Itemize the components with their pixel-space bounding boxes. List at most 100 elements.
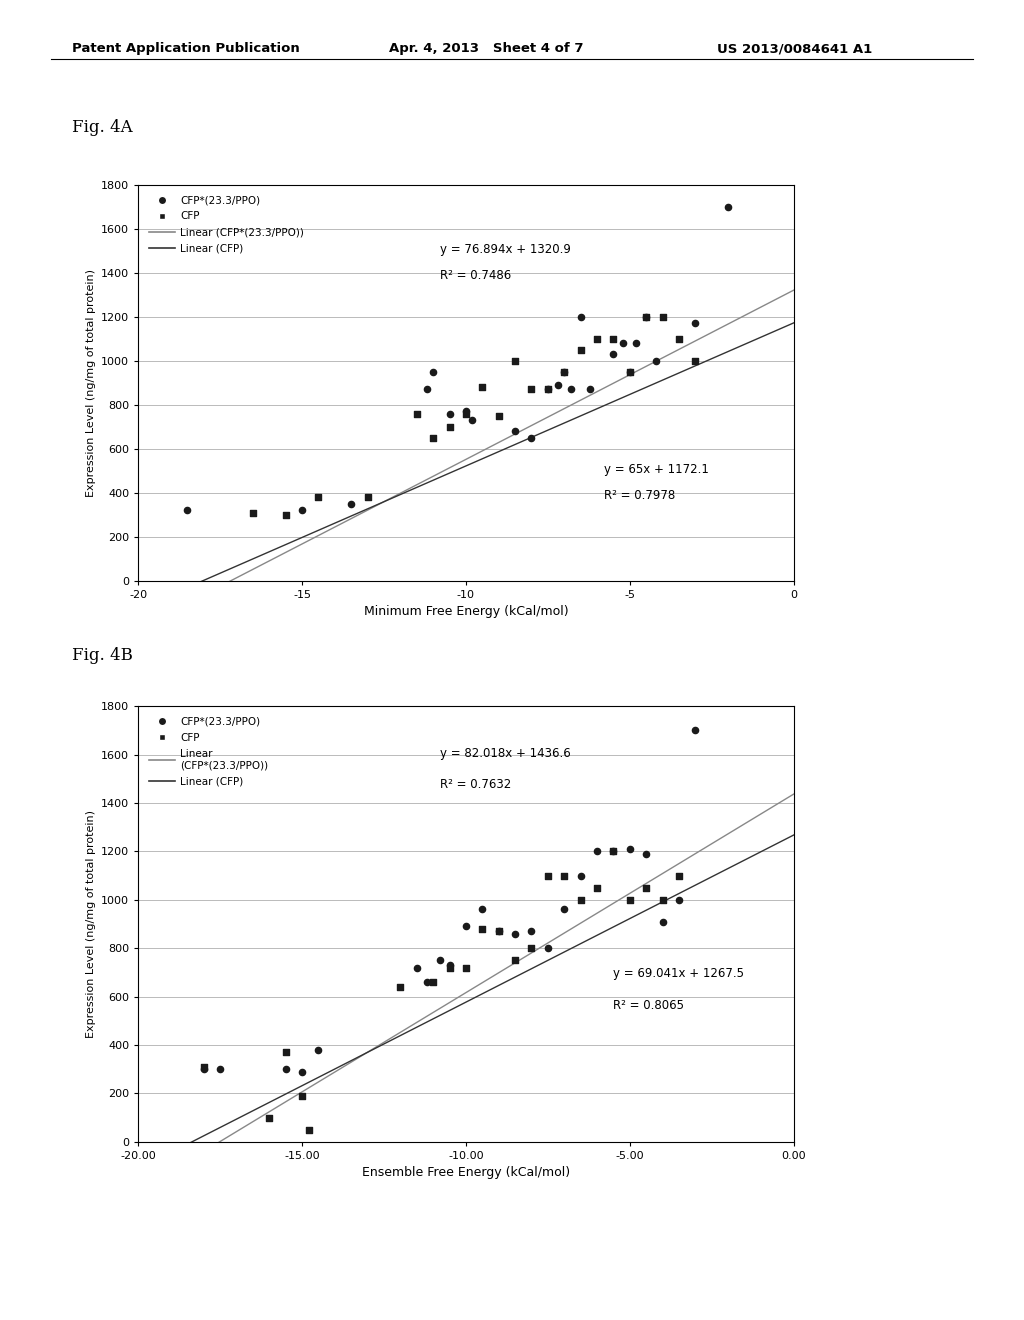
Y-axis label: Expression Level (ng/mg of total protein): Expression Level (ng/mg of total protein…	[86, 269, 95, 496]
CFP	[605, 329, 622, 350]
Text: Patent Application Publication: Patent Application Publication	[72, 42, 299, 55]
CFP	[556, 865, 572, 886]
CFP	[671, 329, 687, 350]
CFP	[638, 306, 654, 327]
CFP*(23.3/PPO)	[425, 362, 441, 383]
Text: y = 65x + 1172.1: y = 65x + 1172.1	[603, 463, 709, 477]
CFP*(23.3/PPO)	[615, 333, 632, 354]
Text: Apr. 4, 2013   Sheet 4 of 7: Apr. 4, 2013 Sheet 4 of 7	[389, 42, 584, 55]
Text: US 2013/0084641 A1: US 2013/0084641 A1	[717, 42, 872, 55]
CFP	[490, 405, 507, 426]
Text: Fig. 4A: Fig. 4A	[72, 119, 132, 136]
CFP*(23.3/PPO)	[671, 890, 687, 911]
CFP*(23.3/PPO)	[523, 428, 540, 449]
CFP	[507, 950, 523, 972]
CFP*(23.3/PPO)	[687, 719, 703, 741]
Text: y = 69.041x + 1267.5: y = 69.041x + 1267.5	[613, 968, 744, 981]
CFP*(23.3/PPO)	[540, 937, 556, 958]
CFP	[359, 487, 376, 508]
CFP	[441, 957, 458, 978]
CFP	[392, 977, 409, 998]
CFP	[605, 841, 622, 862]
CFP	[638, 876, 654, 898]
Y-axis label: Expression Level (ng/mg of total protein): Expression Level (ng/mg of total protein…	[86, 810, 95, 1038]
CFP	[474, 376, 490, 397]
CFP	[523, 937, 540, 958]
CFP	[622, 890, 638, 911]
CFP	[294, 1085, 310, 1106]
CFP	[310, 487, 327, 508]
CFP	[589, 329, 605, 350]
CFP	[425, 428, 441, 449]
Text: y = 82.018x + 1436.6: y = 82.018x + 1436.6	[439, 747, 570, 760]
CFP	[654, 306, 671, 327]
CFP*(23.3/PPO)	[605, 343, 622, 364]
CFP*(23.3/PPO)	[310, 1039, 327, 1060]
CFP	[278, 1041, 294, 1063]
CFP*(23.3/PPO)	[441, 954, 458, 975]
CFP	[523, 379, 540, 400]
CFP*(23.3/PPO)	[294, 1061, 310, 1082]
CFP*(23.3/PPO)	[507, 421, 523, 442]
CFP*(23.3/PPO)	[589, 841, 605, 862]
CFP	[654, 890, 671, 911]
CFP	[490, 921, 507, 942]
CFP*(23.3/PPO)	[419, 972, 435, 993]
X-axis label: Minimum Free Energy (kCal/mol): Minimum Free Energy (kCal/mol)	[364, 606, 568, 618]
CFP*(23.3/PPO)	[583, 379, 599, 400]
Text: R² = 0.7978: R² = 0.7978	[603, 490, 675, 503]
CFP*(23.3/PPO)	[458, 401, 474, 422]
CFP*(23.3/PPO)	[409, 957, 425, 978]
CFP	[540, 865, 556, 886]
CFP	[507, 350, 523, 371]
CFP*(23.3/PPO)	[622, 362, 638, 383]
CFP	[458, 957, 474, 978]
CFP	[300, 1119, 316, 1140]
CFP*(23.3/PPO)	[540, 379, 556, 400]
CFP*(23.3/PPO)	[419, 379, 435, 400]
CFP*(23.3/PPO)	[464, 409, 480, 430]
CFP	[572, 890, 589, 911]
CFP*(23.3/PPO)	[196, 1059, 212, 1080]
CFP*(23.3/PPO)	[523, 921, 540, 942]
CFP	[245, 502, 261, 523]
CFP*(23.3/PPO)	[638, 306, 654, 327]
CFP*(23.3/PPO)	[654, 911, 671, 932]
CFP*(23.3/PPO)	[648, 350, 665, 371]
CFP	[278, 504, 294, 525]
Legend: CFP*(23.3/PPO), CFP, Linear (CFP*(23.3/PPO)), Linear (CFP): CFP*(23.3/PPO), CFP, Linear (CFP*(23.3/P…	[143, 190, 309, 259]
Text: y = 76.894x + 1320.9: y = 76.894x + 1320.9	[439, 243, 570, 256]
CFP*(23.3/PPO)	[572, 865, 589, 886]
CFP*(23.3/PPO)	[458, 916, 474, 937]
CFP	[441, 416, 458, 437]
CFP	[687, 350, 703, 371]
CFP*(23.3/PPO)	[720, 197, 736, 218]
CFP*(23.3/PPO)	[490, 921, 507, 942]
Text: Fig. 4B: Fig. 4B	[72, 647, 132, 664]
CFP	[589, 876, 605, 898]
Text: R² = 0.8065: R² = 0.8065	[613, 999, 684, 1011]
CFP	[196, 1056, 212, 1077]
CFP*(23.3/PPO)	[638, 843, 654, 865]
CFP*(23.3/PPO)	[343, 494, 359, 515]
CFP	[622, 362, 638, 383]
CFP*(23.3/PPO)	[441, 403, 458, 424]
Text: R² = 0.7632: R² = 0.7632	[439, 779, 511, 792]
CFP*(23.3/PPO)	[556, 362, 572, 383]
CFP	[458, 403, 474, 424]
Legend: CFP*(23.3/PPO), CFP, Linear
(CFP*(23.3/PPO)), Linear (CFP): CFP*(23.3/PPO), CFP, Linear (CFP*(23.3/P…	[143, 711, 273, 792]
CFP*(23.3/PPO)	[562, 379, 579, 400]
CFP	[261, 1107, 278, 1129]
CFP	[556, 362, 572, 383]
CFP*(23.3/PPO)	[212, 1059, 228, 1080]
CFP*(23.3/PPO)	[628, 333, 644, 354]
X-axis label: Ensemble Free Energy (kCal/mol): Ensemble Free Energy (kCal/mol)	[361, 1167, 570, 1179]
CFP*(23.3/PPO)	[507, 923, 523, 944]
CFP	[474, 919, 490, 940]
Text: R² = 0.7486: R² = 0.7486	[439, 269, 511, 282]
CFP*(23.3/PPO)	[687, 313, 703, 334]
CFP	[572, 339, 589, 360]
CFP*(23.3/PPO)	[622, 838, 638, 859]
CFP*(23.3/PPO)	[294, 500, 310, 521]
CFP*(23.3/PPO)	[278, 1059, 294, 1080]
